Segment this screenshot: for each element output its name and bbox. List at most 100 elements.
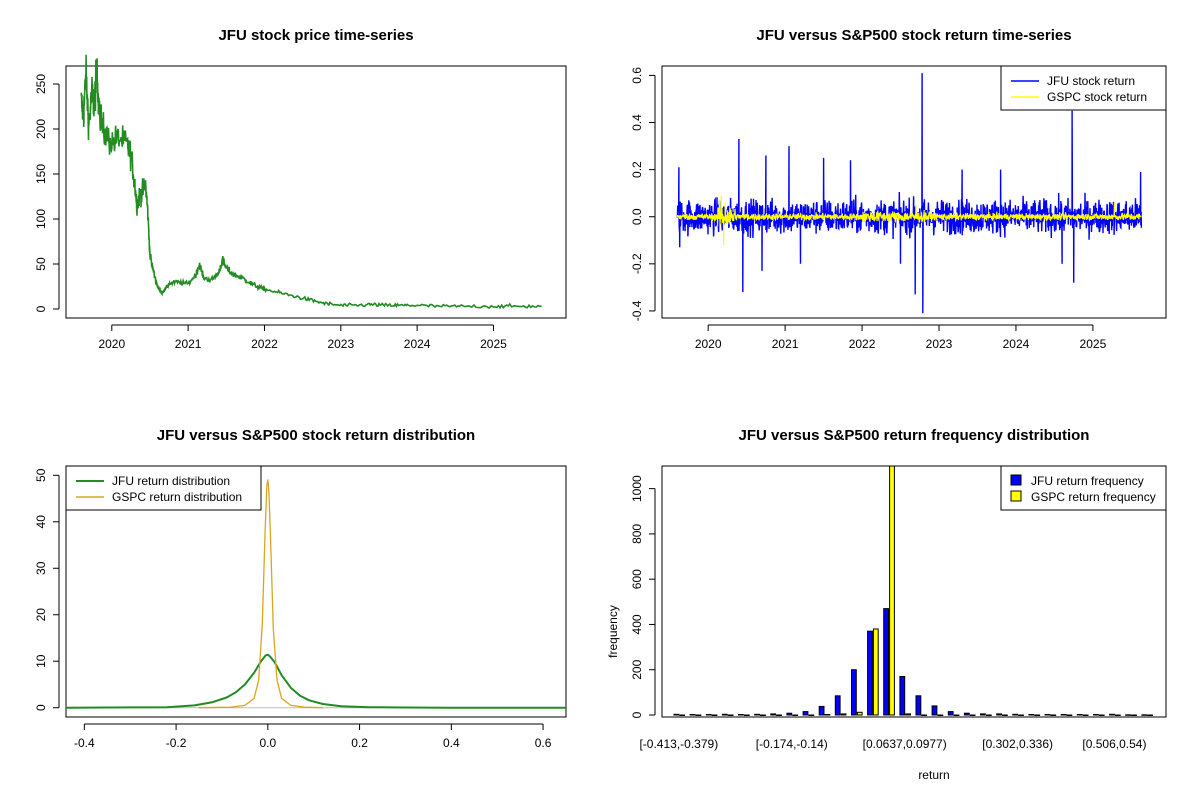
jfu-frequency-bar [818,705,825,716]
gspc-frequency-bar [679,714,686,716]
y-tick-label: 0 [34,704,48,711]
jfu-density-line [65,653,566,709]
jfu-frequency-bar [705,714,712,716]
gspc-density-line [198,479,323,709]
x-axis-label: return [918,768,949,782]
gspc-frequency-bar [872,628,879,716]
jfu-frequency-bar [1076,714,1083,716]
y-tick-label: 1000 [630,475,644,502]
y-tick-label: 800 [630,524,644,544]
gspc-frequency-bar [937,714,944,716]
gspc-frequency-bar [1098,714,1105,716]
legend-box [1000,465,1167,511]
y-tick-label: 400 [630,614,644,634]
x-tick-label: 0.4 [443,736,460,750]
chart-title: JFU versus S&P500 stock return time-seri… [756,27,1071,44]
x-tick-label: [-0.413,-0.379) [639,737,718,751]
jfu-frequency-bar [1044,714,1051,716]
legend-label: GSPC return frequency [1031,490,1156,504]
legend-label: GSPC return distribution [112,490,242,504]
x-tick-label: 2021 [175,337,202,351]
density-chart: JFU versus S&P500 stock return distribut… [34,427,567,750]
y-tick-label: 600 [630,569,644,589]
y-tick-label: -0.2 [630,253,644,274]
y-tick-label: 0 [630,711,644,718]
jfu-frequency-bar [899,676,906,716]
jfu-frequency-bar [883,608,890,716]
price-line [80,54,542,310]
jfu-frequency-bar [1060,714,1067,716]
gspc-frequency-bar [856,711,863,716]
jfu-frequency-bar [1109,713,1115,716]
y-tick-label: 0.0 [630,208,644,225]
returns-chart: JFU versus S&P500 stock return time-seri… [630,27,1167,351]
jfu-frequency-bar [1012,713,1019,716]
x-tick-label: 2023 [327,337,354,351]
jfu-frequency-bar [738,714,744,716]
x-tick-label: 2024 [1003,337,1030,351]
x-tick-label: [0.302,0.336) [982,737,1053,751]
jfu-frequency-bar [1093,714,1099,716]
y-tick-label: 100 [34,209,48,229]
jfu-frequency-bar [963,712,970,716]
y-tick-label: 30 [34,561,48,575]
gspc-frequency-bar [905,713,912,716]
plot-frame [65,465,567,718]
y-tick-label: -0.4 [630,300,644,321]
gspc-frequency-bar [1034,714,1041,716]
gspc-frequency-bar [760,714,766,716]
gspc-frequency-bar [743,714,750,716]
legend-box [65,465,262,511]
jfu-frequency-bar [721,713,728,716]
plot-frame [661,65,1167,319]
jfu-frequency-bar [689,714,696,716]
histogram-chart: JFU versus S&P500 return frequency distr… [606,427,1167,782]
jfu-frequency-bar [867,630,873,716]
jfu-frequency-bar [1141,714,1148,716]
x-tick-label: 2023 [926,337,953,351]
jfu-frequency-bar [802,711,809,716]
chart-title: JFU versus S&P500 return frequency distr… [739,427,1090,444]
gspc-frequency-bar [792,714,799,716]
gspc-frequency-bar [1066,714,1073,716]
gspc-frequency-bar [840,713,847,716]
x-tick-label: 2020 [98,337,125,351]
legend: JFU return distribution GSPC return distr… [65,465,262,511]
chart-title: JFU stock price time-series [218,27,413,44]
jfu-frequency-bar [851,669,857,716]
legend: JFU return frequency GSPC return frequenc… [1000,465,1167,511]
plot-frame [65,65,567,319]
x-tick-label: [-0.174,-0.14) [756,737,828,751]
plot-frame [661,465,1167,718]
jfu-frequency-bar [834,695,841,716]
y-tick-label: 200 [34,119,48,139]
jfu-frequency-bar [1028,714,1035,716]
legend-label: JFU stock return [1047,74,1135,88]
x-tick-label: 0.6 [535,736,552,750]
gspc-frequency-bar [824,714,831,716]
y-tick-label: 0 [34,305,48,312]
x-tick-label: 2025 [1080,337,1107,351]
x-tick-label: 2025 [480,337,507,351]
x-tick-label: 2022 [849,337,876,351]
gspc-frequency-bar [1131,714,1137,716]
x-tick-label: 2022 [251,337,278,351]
legend: JFU stock return GSPC stock return [1000,65,1167,111]
price-chart: JFU stock price time-series 2020 2021 2022 2… [34,27,567,351]
y-tick-label: 250 [34,74,48,94]
x-tick-label: 2020 [695,337,722,351]
jfu-frequency-bar [947,711,954,716]
chart-title: JFU versus S&P500 stock return distribut… [157,427,475,444]
y-tick-label: 20 [34,608,48,622]
y-tick-label: 0.6 [630,67,644,84]
gspc-frequency-bar [1082,714,1089,716]
gspc-frequency-bar [711,714,718,716]
jfu-frequency-bar [996,713,1003,716]
y-tick-label: 40 [34,515,48,529]
gspc-frequency-bar [1050,714,1057,716]
jfu-frequency-bar [673,713,680,716]
gspc-frequency-bar [695,714,702,716]
legend-swatch [1010,474,1022,486]
y-tick-label: 200 [630,659,644,679]
